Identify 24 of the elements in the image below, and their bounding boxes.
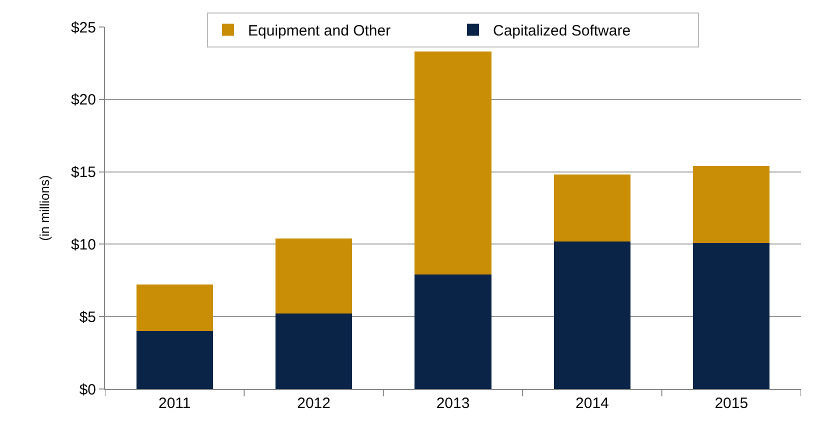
bar: [693, 242, 770, 389]
bar: [136, 284, 213, 332]
legend-label: Equipment and Other: [248, 22, 391, 40]
bar: [276, 238, 352, 314]
y-tick-label: $0: [79, 381, 96, 398]
bar: [414, 274, 492, 389]
y-tick-label: $25: [70, 19, 96, 36]
bar: [693, 166, 770, 243]
y-axis-title: (in millions): [36, 175, 52, 241]
bar: [136, 331, 213, 389]
y-tick-label: $15: [70, 164, 96, 182]
bar: [276, 314, 352, 389]
bar: [414, 52, 492, 275]
y-tick-label: $5: [79, 308, 96, 326]
x-tick-label: 2011: [158, 395, 191, 412]
bar: [554, 241, 630, 389]
x-tick-label: 2012: [297, 395, 330, 412]
y-tick-label: $20: [70, 92, 96, 109]
y-tick-label: $10: [70, 236, 96, 254]
bar: [554, 174, 630, 242]
x-tick-label: 2014: [576, 395, 609, 412]
x-tick-label: 2015: [714, 395, 748, 412]
x-tick-label: 2013: [436, 395, 470, 412]
legend-label: Capitalized Software: [493, 22, 631, 40]
